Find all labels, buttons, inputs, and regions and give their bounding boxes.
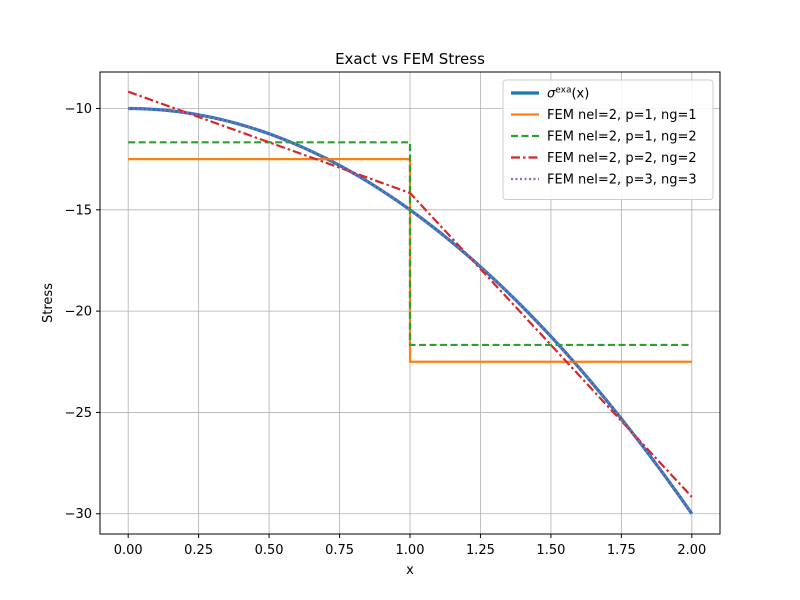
legend-label-4: FEM nel=2, p=2, ng=2 (547, 151, 697, 166)
legend-label-3: FEM nel=2, p=1, ng=2 (547, 130, 697, 145)
x-tick-label: 1.00 (396, 543, 425, 558)
y-axis-label: Stress (41, 283, 56, 323)
x-tick-label: 2.00 (677, 543, 706, 558)
legend: σexa(x) FEM nel=2, p=1, ng=1 FEM nel=2, p=… (502, 79, 714, 200)
y-tick-label: −30 (65, 507, 92, 522)
y-tick-label: −20 (65, 305, 92, 320)
legend-label-5: FEM nel=2, p=3, ng=3 (547, 173, 697, 188)
x-tick-label: 1.75 (607, 543, 636, 558)
series-lines (127, 90, 694, 515)
series-line-5 (128, 107, 693, 515)
series-line-3 (128, 141, 692, 347)
x-tick-label: 0.00 (114, 543, 143, 558)
x-tick-label: 0.25 (184, 543, 213, 558)
x-tick-label: 0.75 (325, 543, 354, 558)
x-axis-label: x (406, 563, 414, 578)
series-line-4 (127, 90, 693, 498)
x-tick-label: 1.50 (536, 543, 565, 558)
legend-label-1: σexa(x) (547, 86, 589, 102)
x-tick-label: 1.25 (466, 543, 495, 558)
legend-label-2: FEM nel=2, p=1, ng=1 (547, 108, 697, 123)
chart-title: Exact vs FEM Stress (335, 50, 485, 68)
y-tick-label: −10 (65, 102, 92, 117)
x-tick-label: 0.50 (255, 543, 284, 558)
axis-ticks: 0.00 0.25 0.50 0.75 1.00 1.25 1.50 1.75 2.00 −30 −… (65, 102, 707, 558)
y-tick-label: −15 (65, 203, 92, 218)
legend-box (502, 79, 714, 200)
y-tick-label: −25 (65, 406, 92, 421)
